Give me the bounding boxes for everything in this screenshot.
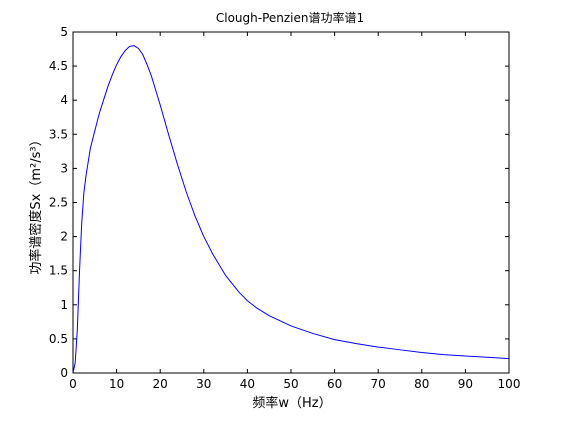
y-tick-label: 5 — [60, 25, 68, 39]
y-tick-label: 3.5 — [49, 127, 68, 141]
x-tick-label: 90 — [458, 377, 473, 391]
y-tick-label: 1 — [60, 298, 68, 312]
plot-area — [72, 31, 510, 374]
x-tick-label: 40 — [240, 377, 255, 391]
y-tick-label: 2.5 — [49, 196, 68, 210]
x-tick-label: 80 — [414, 377, 429, 391]
x-tick-label: 10 — [109, 377, 124, 391]
x-tick-label: 20 — [153, 377, 168, 391]
y-tick-label: 3 — [60, 161, 68, 175]
y-tick-label: 4.5 — [49, 59, 68, 73]
y-tick-label: 0.5 — [49, 332, 68, 346]
series-line — [72, 45, 510, 374]
x-tick-label: 50 — [283, 377, 298, 391]
x-tick-label: 60 — [327, 377, 342, 391]
x-tick-label: 100 — [498, 377, 521, 391]
y-tick-label: 0 — [60, 366, 68, 380]
y-tick-label: 2 — [60, 230, 68, 244]
chart-title: Clough-Penzien谱功率谱1 — [216, 10, 364, 25]
y-axis-label: 功率谱密度Sx（m²/s³） — [28, 133, 44, 274]
y-tick-label: 4 — [60, 93, 68, 107]
x-tick-label: 0 — [69, 377, 77, 391]
x-tick-label: 70 — [371, 377, 386, 391]
y-tick-label: 1.5 — [49, 264, 68, 278]
x-axis-label: 频率w（Hz） — [252, 395, 331, 411]
x-tick-label: 30 — [196, 377, 211, 391]
ticks-layer: 0 10 20 30 40 50 60 70 80 90 100 0 0.5 1 1.5 2 2.5 3 3.5 4 4… — [49, 25, 521, 391]
